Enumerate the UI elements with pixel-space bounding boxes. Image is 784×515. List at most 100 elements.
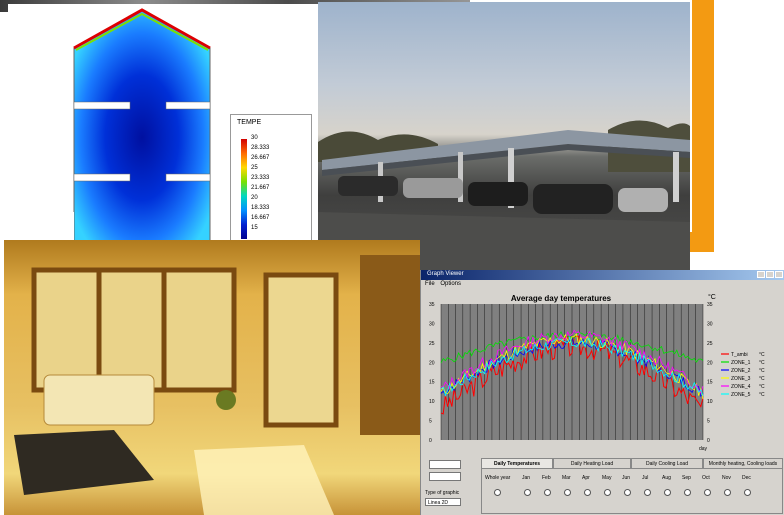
- y-tick-label: 25: [707, 341, 713, 347]
- y-tick-label: 5: [707, 419, 710, 425]
- interior-illustration: [14, 255, 420, 515]
- window-title-bar: Graph Viewer: [421, 270, 784, 280]
- graph-viewer-window: Graph Viewer File Options Average day te…: [420, 270, 784, 515]
- month-radio[interactable]: [624, 489, 631, 496]
- graphic-type-label: Type of graphic: [425, 490, 460, 496]
- month-radio[interactable]: [604, 489, 611, 496]
- tab-panel: Whole year Jan Feb Mar Apr May Jun Jul Aug Sep Oc…: [481, 468, 783, 514]
- legend-value: 21.667: [251, 185, 270, 191]
- unit-label: °C: [708, 294, 716, 301]
- minimize-button[interactable]: [757, 271, 765, 278]
- series-line: [440, 333, 704, 400]
- cfd-color-legend: TEMPE 30 28.333 26.667 25 23.333 21.667 …: [230, 114, 312, 244]
- legend-entry: T_ambi: [731, 352, 748, 358]
- y-tick-label: 15: [429, 380, 435, 386]
- legend-unit: °C: [759, 384, 765, 390]
- legend-entry: ZONE_2: [731, 368, 751, 374]
- maximize-button[interactable]: [766, 271, 774, 278]
- month-label: Jul: [642, 475, 649, 481]
- whole-year-radio[interactable]: [494, 489, 501, 496]
- legend-value: 30: [251, 135, 258, 141]
- month-radio[interactable]: [704, 489, 711, 496]
- y-tick-label: 35: [707, 302, 713, 308]
- legend-unit: °C: [759, 376, 765, 382]
- month-radio[interactable]: [564, 489, 571, 496]
- sunlit-interior-photo: [4, 240, 420, 515]
- close-button[interactable]: [775, 271, 783, 278]
- legend-unit: °C: [759, 352, 765, 358]
- month-radio[interactable]: [584, 489, 591, 496]
- legend-entry: ZONE_4: [731, 384, 751, 390]
- menu-bar: File Options: [421, 281, 784, 289]
- legend-unit: °C: [759, 360, 765, 366]
- y-tick-label: 0: [429, 438, 432, 444]
- month-radio[interactable]: [684, 489, 691, 496]
- whole-year-label: Whole year: [485, 475, 511, 481]
- month-label: Jan: [522, 475, 531, 481]
- month-label: May: [602, 475, 612, 481]
- solar-carport-photo: [318, 2, 690, 278]
- graph-controls: Type of graphic Linea 2D: [423, 460, 471, 510]
- value-field-1[interactable]: [429, 460, 461, 469]
- y-tick-label: 35: [429, 302, 435, 308]
- y-tick-label: 30: [707, 321, 713, 327]
- legend-title: TEMPE: [237, 119, 262, 126]
- plot-legend: T_ambi °C ZONE_1 °C ZONE_2 °C ZONE_3 °C ZONE_4 °C…: [721, 352, 765, 398]
- plot-title: Average day temperatures: [510, 294, 612, 303]
- month-radio[interactable]: [664, 489, 671, 496]
- cfd-temperature-image: TEMPE 30 28.333 26.667 25 23.333 21.667 …: [8, 4, 320, 244]
- x-axis-label: day: [699, 446, 708, 452]
- month-label: Oct: [702, 475, 710, 481]
- y-axis-ticks: 35 35 30 30 25 25 20 20 15 15 10 10 5 5 0 0: [429, 302, 713, 444]
- legend-value: 23.333: [251, 175, 270, 181]
- temperature-plot: 35 35 30 30 25 25 20 20 15 15 10 10 5 5 0 0 day T_ambi °…: [429, 302, 765, 452]
- y-tick-label: 20: [707, 360, 713, 366]
- legend-unit: °C: [759, 368, 765, 374]
- carport-illustration: [318, 120, 690, 278]
- y-tick-label: 15: [707, 380, 713, 386]
- month-label: Jun: [622, 475, 631, 481]
- legend-value: 28.333: [251, 145, 270, 151]
- tab-strip: Daily Temperatures Daily Heating Load Da…: [481, 458, 783, 514]
- series-line: [440, 335, 704, 415]
- month-label: Apr: [582, 475, 590, 481]
- series-line: [440, 336, 704, 397]
- month-radio[interactable]: [724, 489, 731, 496]
- y-tick-label: 5: [429, 419, 432, 425]
- month-label: Nov: [722, 475, 731, 481]
- plot-series: [440, 329, 704, 415]
- y-tick-label: 20: [429, 360, 435, 366]
- window-title: Graph Viewer: [427, 271, 464, 277]
- menu-file[interactable]: File: [425, 281, 435, 287]
- month-radio[interactable]: [524, 489, 531, 496]
- legend-value: 16.667: [251, 215, 270, 221]
- legend-entry: ZONE_1: [731, 360, 751, 366]
- month-radio[interactable]: [544, 489, 551, 496]
- month-label: Mar: [562, 475, 571, 481]
- legend-value: 20: [251, 195, 258, 201]
- y-tick-label: 10: [429, 399, 435, 405]
- month-label: Dec: [742, 475, 751, 481]
- graphic-type-select[interactable]: Linea 2D: [425, 498, 461, 506]
- month-label: Feb: [542, 475, 551, 481]
- series-line: [440, 329, 704, 394]
- legend-value: 15: [251, 225, 258, 231]
- legend-value: 18.333: [251, 205, 270, 211]
- legend-unit: °C: [759, 392, 765, 398]
- legend-value: 26.667: [251, 155, 270, 161]
- y-tick-label: 10: [707, 399, 713, 405]
- cfd-building-section: [8, 8, 211, 244]
- y-tick-label: 25: [429, 341, 435, 347]
- month-label: Aug: [662, 475, 671, 481]
- y-tick-label: 30: [429, 321, 435, 327]
- value-field-2[interactable]: [429, 472, 461, 481]
- month-radio[interactable]: [644, 489, 651, 496]
- menu-options[interactable]: Options: [440, 281, 462, 287]
- month-radio[interactable]: [744, 489, 751, 496]
- y-tick-label: 0: [707, 438, 710, 444]
- legend-color-bar: [241, 139, 247, 239]
- legend-entry: ZONE_5: [731, 392, 751, 398]
- month-label: Sep: [682, 475, 691, 481]
- legend-entry: ZONE_3: [731, 376, 751, 382]
- legend-value: 25: [251, 165, 258, 171]
